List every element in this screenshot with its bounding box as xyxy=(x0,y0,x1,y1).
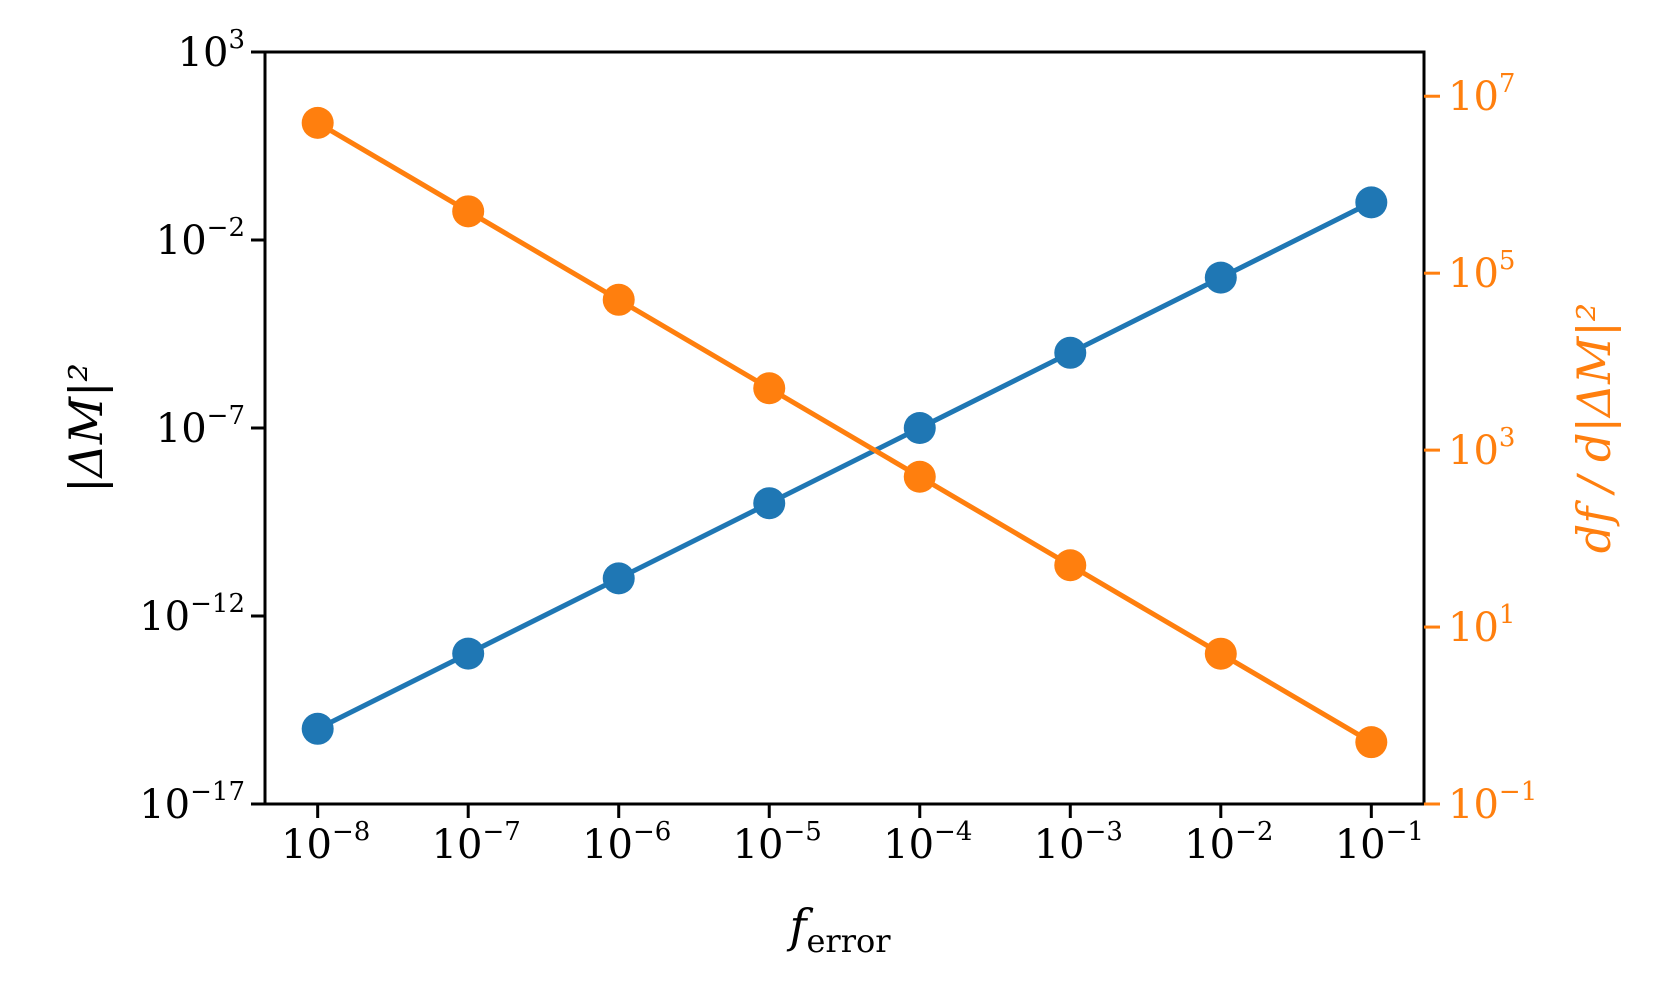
x-tick-label: 10−8 xyxy=(281,817,370,868)
series-line-right xyxy=(316,120,1373,745)
y2-tick-label: 103 xyxy=(1448,423,1515,474)
y2-tick-label: 10−1 xyxy=(1448,777,1537,828)
y-tick-label: 10−17 xyxy=(139,777,245,828)
x-tick-label: 10−1 xyxy=(1335,817,1424,868)
x-axis-label: ferror xyxy=(786,899,891,960)
x-tick-label: 10−5 xyxy=(733,817,822,868)
x-tick-label: 10−4 xyxy=(883,817,972,868)
y-axis-right: 107 105 103 101 10−1 xyxy=(1424,69,1537,828)
y-axis-left: 103 10−2 10−7 10−12 10−17 xyxy=(139,25,265,828)
series-line-left xyxy=(316,200,1373,732)
data-point-left xyxy=(602,562,635,595)
data-point-right xyxy=(753,372,786,405)
data-point-left xyxy=(452,637,485,670)
data-point-left xyxy=(1054,336,1087,369)
data-point-right xyxy=(301,106,334,139)
y-axis-label-left: |ΔM|² xyxy=(59,363,113,493)
y2-tick-label: 107 xyxy=(1448,69,1515,120)
y2-tick-label: 101 xyxy=(1448,600,1515,651)
x-axis-label-sub: error xyxy=(806,922,891,960)
y-tick-label: 103 xyxy=(178,25,245,76)
data-point-left xyxy=(753,487,786,520)
x-axis: 10−8 10−7 10−6 10−5 10−4 10−3 10−2 10−1 xyxy=(281,804,1424,868)
data-point-right xyxy=(1204,637,1237,670)
x-tick-label: 10−7 xyxy=(432,817,521,868)
data-point-right xyxy=(452,195,485,228)
y-tick-label: 10−12 xyxy=(139,589,245,640)
x-tick-label: 10−2 xyxy=(1184,817,1273,868)
data-point-right xyxy=(602,283,635,316)
data-point-left xyxy=(1355,186,1388,219)
data-point-right xyxy=(903,460,936,493)
y-tick-label: 10−2 xyxy=(156,213,245,264)
plot-area xyxy=(301,106,1388,759)
data-point-right xyxy=(1355,726,1388,759)
x-tick-label: 10−3 xyxy=(1034,817,1123,868)
data-point-left xyxy=(1204,261,1237,294)
data-point-left xyxy=(903,412,936,444)
y2-tick-label: 105 xyxy=(1448,246,1515,297)
x-tick-label: 10−6 xyxy=(582,817,671,868)
data-point-right xyxy=(1054,549,1087,582)
data-point-left xyxy=(301,712,334,745)
axes-frame xyxy=(263,50,1426,806)
y-axis-label-right: df / d|ΔM|² xyxy=(1567,303,1621,553)
y-tick-label: 10−7 xyxy=(156,401,245,452)
